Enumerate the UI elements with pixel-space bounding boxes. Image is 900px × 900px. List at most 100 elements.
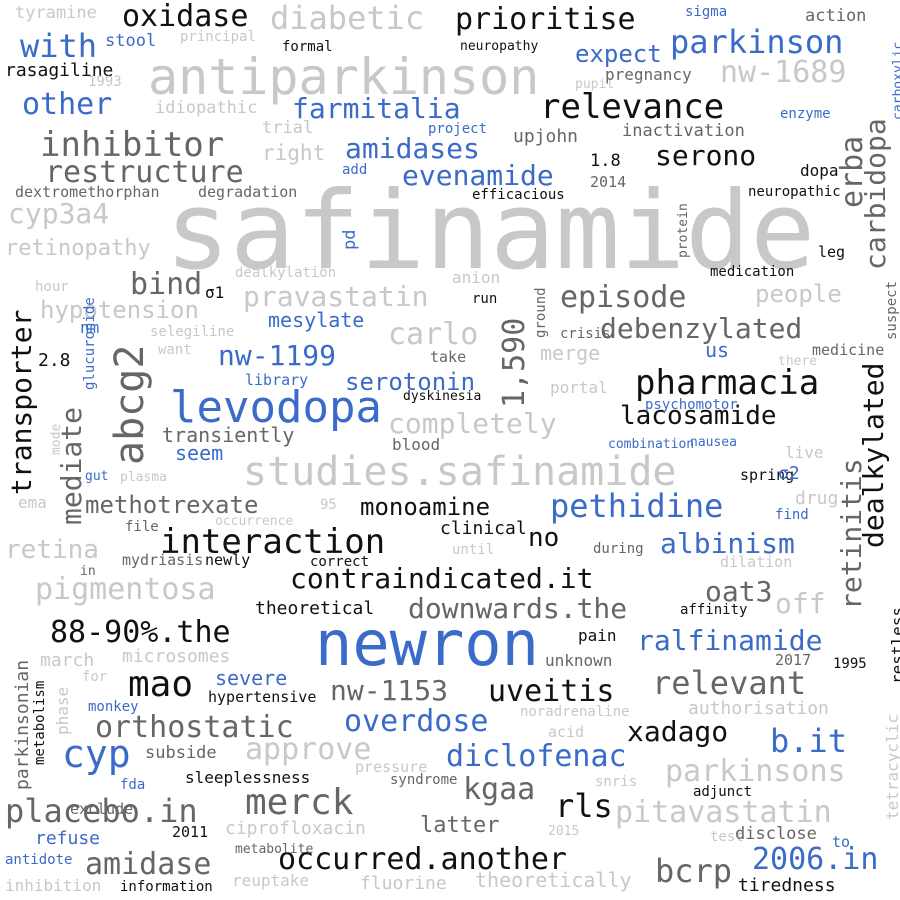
word-antidote: antidote [5, 852, 73, 868]
word-mydriasis: mydriasis [122, 551, 204, 569]
word-test: test [710, 829, 744, 845]
word-downwards-the: downwards.the [408, 592, 628, 625]
word-idiopathic: idiopathic [155, 98, 258, 118]
word-plasma: plasma [120, 470, 167, 485]
word-unknown: unknown [545, 651, 613, 670]
word-refuse: refuse [35, 828, 101, 849]
word-dealkylation: dealkylation [235, 265, 337, 281]
word-hypotension: hypotension [40, 296, 199, 324]
word-xadago: xadago [627, 715, 729, 748]
word-want: want [158, 342, 192, 358]
word-newly: newly [205, 551, 251, 569]
word-phase: phase [53, 686, 72, 735]
word-farmitalia: farmitalia [292, 92, 461, 125]
word-diabetic: diabetic [270, 0, 425, 37]
word-for: for [82, 669, 108, 685]
word-exclude: exclude [70, 800, 134, 818]
word-pharmacia: pharmacia [635, 363, 820, 403]
word-hypertensive: hypertensive [208, 688, 317, 706]
word-monkey: monkey [88, 699, 139, 715]
word-lacosamide: lacosamide [620, 401, 777, 431]
word-2006-in: 2006.in [752, 842, 879, 877]
word-restructure: restructure [45, 155, 244, 190]
word-rls: rls [555, 787, 613, 825]
word-find: find [775, 507, 809, 523]
word-march: march [40, 650, 95, 671]
word-sigma: sigma [685, 4, 728, 20]
word-clinical: clinical [440, 518, 527, 539]
word-reuptake: reuptake [232, 871, 310, 890]
word-add: add [342, 162, 368, 178]
word-suspect: suspect [884, 280, 900, 340]
word-monoamine: monoamine [360, 493, 491, 521]
word-1-8: 1.8 [590, 151, 621, 171]
word-occurrence: occurrence [215, 514, 294, 529]
word-amidase: amidase [85, 847, 212, 882]
word-tiredness: tiredness [738, 875, 836, 896]
word-occurred-another: occurred.another [278, 842, 567, 877]
word-pitavastatin: pitavastatin [615, 795, 832, 830]
word-portal: portal [550, 378, 608, 397]
word-neuropathy: neuropathy [460, 39, 539, 54]
word-merck: merck [245, 782, 354, 823]
word-b-it: b.it [770, 722, 848, 760]
word-transporter: transporter [5, 309, 38, 495]
word-there: there [778, 354, 818, 369]
word-seem: seem [175, 441, 224, 465]
word-severe: severe [215, 666, 288, 690]
word-spring: spring [740, 466, 795, 484]
word-trial: trial [262, 118, 314, 138]
word-nw-1689: nw-1689 [720, 55, 847, 90]
word-glucuronide: glucuronide [82, 297, 98, 390]
word-safinamide: safinamide [165, 169, 816, 294]
word-oxidase: oxidase [122, 0, 249, 34]
word-information: information [120, 879, 213, 895]
word-abcg2: abcg2 [107, 344, 153, 465]
word-selegiline: selegiline [150, 324, 235, 340]
word-in: in [80, 564, 96, 579]
word-pain: pain [578, 626, 617, 645]
word-snris: snris [595, 774, 638, 790]
word-noradrenaline: noradrenaline [520, 704, 630, 720]
word-with: with [20, 27, 98, 65]
word-erba: erba [835, 135, 870, 208]
word-pigmentosa: pigmentosa [35, 572, 216, 607]
word-dyskinesia: dyskinesia [403, 389, 482, 404]
word-nw-1153: nw-1153 [330, 674, 449, 707]
word-fluorine: fluorine [360, 873, 447, 894]
word-neuropathic: neuropathic [748, 184, 841, 200]
word-gut: gut [85, 469, 109, 484]
word-off: off [775, 587, 826, 620]
word-ciprofloxacin: ciprofloxacin [225, 818, 366, 839]
word-hour: hour [35, 279, 69, 295]
word-action: action [805, 6, 867, 26]
word-88-90-the: 88-90%.the [50, 615, 231, 650]
word-retinopathy: retinopathy [5, 236, 151, 261]
word-rasagiline: rasagiline [5, 60, 114, 81]
word-protein: protein [676, 203, 691, 258]
word-transiently: transiently [162, 423, 295, 447]
word-dopa: dopa [800, 161, 839, 180]
word-newron: newron [315, 607, 539, 680]
word-to: to [832, 833, 851, 851]
word-inactivation: inactivation [622, 121, 745, 141]
word-file: file [125, 519, 159, 535]
word-episode: episode [560, 280, 687, 315]
word-2017: 2017 [775, 651, 812, 669]
word-authorisation: authorisation [688, 698, 829, 719]
word-serono: serono [655, 139, 757, 172]
word-theoretically: theoretically [475, 868, 632, 892]
word-relevant: relevant [652, 664, 807, 702]
word-medicine: medicine [812, 341, 885, 359]
word-1993: 1993 [88, 74, 122, 90]
word-library: library [245, 371, 309, 389]
word-microsomes: microsomes [122, 646, 231, 667]
word-acid: acid [548, 723, 585, 741]
word-pd: pd [340, 229, 360, 250]
word-nausea: nausea [690, 435, 737, 450]
word-sleeplessness: sleeplessness [185, 768, 311, 787]
word-completely: completely [388, 407, 557, 440]
word-pregnancy: pregnancy [605, 65, 692, 84]
word-combination: combination [608, 437, 695, 452]
